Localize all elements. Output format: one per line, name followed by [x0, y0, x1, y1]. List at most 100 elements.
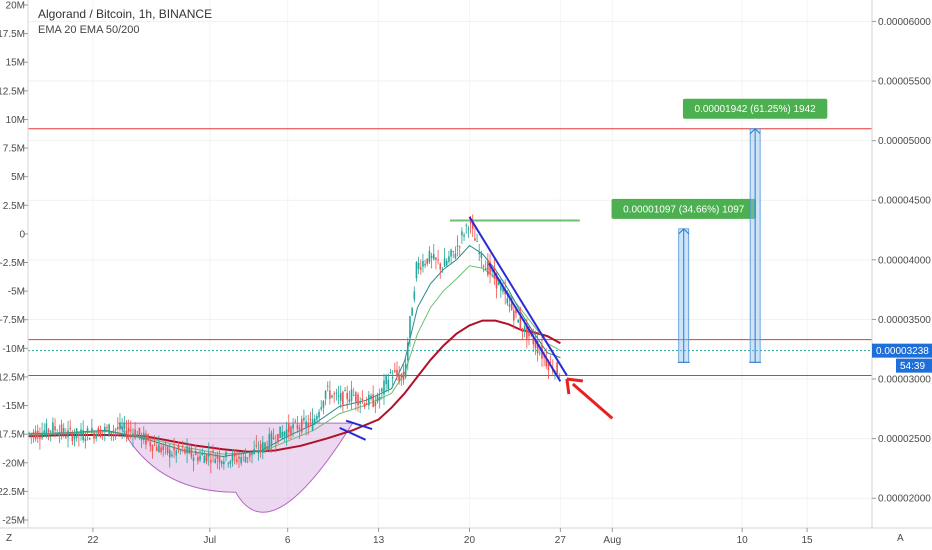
x-tick-label: Aug	[603, 535, 621, 546]
candle-body	[231, 454, 234, 462]
candle-body	[370, 395, 372, 400]
candle-body	[411, 308, 413, 316]
left-tick-label: -10M	[2, 344, 25, 355]
candle-body	[88, 438, 91, 440]
candle-body	[326, 385, 329, 387]
chart-title: Algorand / Bitcoin, 1h, BINANCE	[38, 7, 212, 21]
candle-body	[203, 455, 206, 464]
candle-body	[127, 427, 130, 432]
candle-body	[236, 459, 238, 462]
left-tick-label: 15M	[6, 58, 25, 69]
candle-body	[526, 323, 528, 339]
left-axis[interactable]: 20M 17.5M 15M 12.5M 10M 7.5M 5M 2.5M 0 -2.5M -5M -7…	[0, 1, 28, 527]
candle-body	[463, 235, 465, 237]
candle-body	[456, 245, 459, 247]
candle-body	[171, 454, 173, 457]
current-price-label: 0.00003238	[876, 346, 929, 357]
candle-body	[363, 403, 366, 408]
candle-body	[192, 457, 195, 461]
candle-body	[324, 390, 327, 399]
right-tick-label: 0.00006000	[878, 17, 931, 28]
candle-body	[404, 363, 407, 378]
candle-body	[194, 450, 197, 455]
candle-body	[62, 428, 65, 433]
candle-body	[238, 456, 240, 459]
candle-body	[305, 421, 307, 427]
red-arrow-shaft	[571, 382, 614, 420]
candle-body	[134, 429, 136, 438]
right-tick-label: 0.00005500	[878, 77, 931, 88]
candle-body	[467, 228, 470, 230]
candle-body	[129, 430, 132, 432]
candle-body	[56, 433, 59, 435]
candle-body	[54, 426, 56, 431]
candle-body	[190, 447, 193, 457]
candle-body	[495, 272, 498, 289]
candle-body	[65, 436, 67, 438]
candle-body	[225, 451, 227, 458]
x-tick-label: 6	[285, 535, 291, 546]
candle-body	[34, 430, 37, 440]
candle-body	[266, 446, 268, 449]
candle-body	[188, 448, 191, 454]
target-callout-label: 0.00001942 (61.25%) 1942	[695, 104, 817, 115]
candle-body	[521, 328, 524, 333]
candle-body	[517, 320, 519, 323]
candle-body	[448, 256, 450, 262]
candle-body	[114, 429, 117, 431]
candle-body	[510, 299, 513, 310]
left-tick-label: -20M	[2, 458, 25, 469]
candle-body	[155, 446, 158, 451]
time-axis[interactable]: 22 Jul 6 13 20 27 Aug 10 15	[87, 528, 813, 546]
candle-body	[91, 427, 93, 433]
candle-body	[93, 432, 95, 439]
ema20-line	[27, 244, 561, 458]
x-tick-label: Jul	[203, 535, 216, 546]
candle-body	[331, 395, 333, 398]
candle-body	[355, 392, 357, 402]
candle-body	[86, 428, 89, 432]
candle-body	[58, 432, 61, 437]
candle-body	[313, 418, 316, 424]
candle-body	[201, 453, 204, 455]
right-axis[interactable]: 0.00006000 0.00005500 0.00005000 0.00004500…	[872, 17, 931, 505]
candle-body	[262, 442, 264, 453]
left-tick-label: -12.5M	[0, 372, 25, 383]
candle-body	[95, 433, 97, 439]
candle-body	[60, 424, 63, 435]
candle-body	[173, 446, 175, 451]
candle-body	[339, 393, 342, 401]
candle-body	[545, 357, 548, 367]
candle-body	[435, 257, 437, 260]
candle-body	[277, 434, 279, 443]
candle-body	[383, 380, 385, 395]
candle-body	[300, 419, 303, 433]
candle-body	[101, 431, 104, 433]
right-tick-label: 0.00004500	[878, 196, 931, 207]
candle-body	[181, 446, 184, 448]
candle-body	[158, 444, 160, 453]
candle-body	[43, 430, 46, 434]
candle-body	[168, 449, 171, 458]
candle-body	[197, 457, 199, 462]
wedge-line	[468, 216, 568, 376]
candle-body	[469, 222, 472, 224]
candle-body	[184, 448, 186, 454]
right-tick-label: 0.00003000	[878, 375, 931, 386]
candle-body	[350, 389, 353, 401]
candle-body	[212, 450, 214, 453]
candle-body	[108, 424, 110, 437]
candle-body	[344, 389, 346, 391]
candle-body	[374, 402, 377, 407]
target-callout-label: 0.00001097 (34.66%) 1097	[623, 204, 745, 215]
candle-body	[461, 231, 463, 236]
left-tick-label: -5M	[8, 287, 25, 298]
candle-body	[47, 429, 50, 432]
candle-body	[357, 394, 359, 406]
zoom-toggle[interactable]: Z	[6, 533, 12, 544]
candle-body	[160, 447, 162, 453]
auto-scale-toggle[interactable]: A	[897, 533, 904, 544]
candle-body	[359, 401, 361, 404]
ema200-line	[27, 319, 561, 453]
